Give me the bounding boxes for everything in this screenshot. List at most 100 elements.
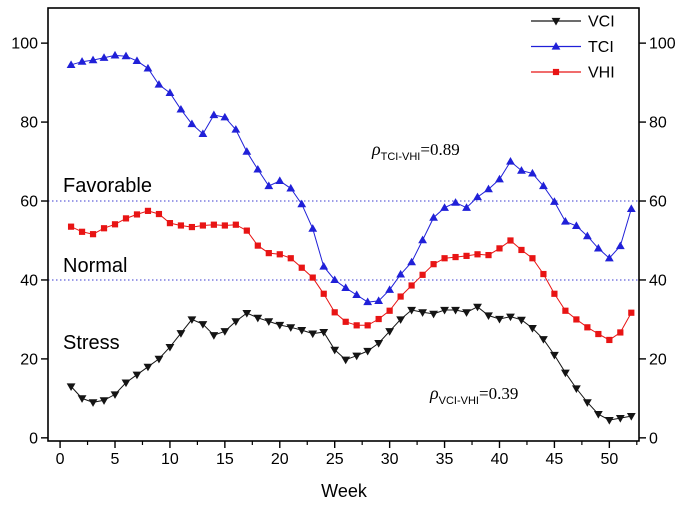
point-vci-w7 — [132, 371, 142, 380]
point-vhi-w32 — [408, 282, 415, 289]
point-vci-w38 — [473, 303, 482, 312]
point-tci-w9 — [154, 80, 164, 88]
point-vhi-w26 — [342, 318, 349, 325]
point-vci-w32 — [407, 306, 417, 315]
point-vci-w3 — [88, 399, 98, 407]
point-vhi-w50 — [606, 336, 613, 344]
x-tick-label-35: 35 — [436, 451, 454, 468]
point-tci-w41 — [506, 157, 515, 165]
point-vhi-w31 — [397, 293, 404, 300]
x-tick-label-20: 20 — [271, 451, 289, 468]
point-tci-w19 — [264, 181, 274, 190]
zone-label-stress: Stress — [63, 332, 120, 354]
y-tick-label-left-100: 100 — [11, 36, 38, 53]
point-vci-w48 — [582, 399, 592, 407]
point-vci-w51 — [615, 415, 625, 423]
point-vci-w40 — [495, 315, 504, 324]
point-tci-w33 — [418, 235, 427, 244]
point-vci-w1 — [66, 383, 76, 392]
x-tick-label-25: 25 — [326, 451, 344, 468]
point-tci-w43 — [528, 168, 537, 177]
point-vhi-w13 — [199, 222, 206, 229]
point-tci-w10 — [165, 88, 175, 96]
x-axis-title: Week — [321, 481, 368, 501]
point-tci-w25 — [330, 275, 340, 284]
series-line-tci — [70, 54, 632, 303]
point-vhi-w40 — [496, 245, 503, 252]
point-vhi-w10 — [166, 220, 174, 227]
point-vci-w12 — [187, 316, 197, 324]
point-vhi-w4 — [100, 225, 108, 232]
point-vci-w14 — [209, 332, 219, 340]
point-vci-w37 — [462, 309, 471, 317]
point-vhi-w20 — [276, 251, 283, 258]
legend-marker-tci — [551, 42, 561, 50]
point-vhi-w39 — [485, 251, 492, 259]
point-tci-w36 — [451, 198, 460, 206]
point-vhi-w5 — [111, 221, 119, 228]
point-tci-w17 — [242, 147, 252, 155]
point-vci-w18 — [253, 314, 263, 323]
x-tick-label-40: 40 — [491, 451, 509, 468]
point-vci-w42 — [517, 316, 526, 325]
point-vci-w13 — [198, 321, 208, 329]
point-vhi-w23 — [309, 274, 316, 281]
point-tci-w34 — [429, 213, 438, 221]
legend-label-tci: TCI — [588, 39, 614, 56]
point-vhi-w18 — [254, 242, 261, 249]
zone-label-favorable: Favorable — [63, 175, 152, 197]
point-tci-w21 — [286, 183, 296, 192]
point-vhi-w12 — [188, 223, 196, 231]
point-vhi-w22 — [298, 264, 305, 271]
point-vhi-w27 — [353, 322, 360, 329]
point-vci-w11 — [176, 330, 186, 338]
point-tci-w32 — [407, 257, 417, 266]
point-vhi-w21 — [287, 255, 294, 262]
point-tci-w5 — [110, 50, 120, 59]
point-vci-w30 — [385, 328, 395, 336]
point-vci-w28 — [363, 347, 373, 356]
annotation-rho-tci-vhi: ρTCI-VHI=0.89 — [371, 139, 460, 163]
point-vci-w36 — [451, 306, 460, 315]
point-tci-w18 — [253, 164, 263, 173]
point-vhi-w24 — [320, 290, 327, 297]
legend-label-vci: VCI — [588, 14, 615, 31]
point-tci-w31 — [396, 269, 406, 278]
point-vci-w24 — [319, 328, 329, 337]
y-tick-label-right-80: 80 — [649, 115, 667, 132]
point-vhi-w17 — [243, 227, 250, 234]
point-vhi-w7 — [133, 211, 141, 218]
y-tick-label-left-60: 60 — [20, 194, 38, 211]
point-vhi-w9 — [155, 210, 163, 218]
point-vci-w16 — [231, 318, 241, 326]
point-vhi-w28 — [364, 322, 371, 329]
point-vhi-w45 — [551, 290, 558, 297]
point-vhi-w36 — [452, 253, 459, 261]
point-tci-w23 — [308, 224, 318, 232]
point-vhi-w38 — [474, 251, 481, 258]
point-vci-w19 — [264, 318, 274, 326]
point-tci-w29 — [374, 296, 384, 304]
point-vhi-w41 — [507, 237, 514, 244]
point-tci-w37 — [462, 203, 471, 211]
point-tci-w46 — [560, 217, 570, 225]
point-vci-w15 — [220, 328, 230, 336]
point-tci-w13 — [198, 129, 208, 138]
point-tci-w3 — [88, 55, 98, 64]
point-vci-w45 — [550, 351, 559, 360]
point-vhi-w43 — [529, 255, 536, 262]
point-vhi-w34 — [430, 261, 437, 268]
point-vhi-w2 — [78, 228, 86, 235]
point-vhi-w46 — [562, 307, 569, 314]
point-vhi-w1 — [67, 223, 75, 230]
x-tick-label-10: 10 — [161, 451, 179, 468]
point-vci-w22 — [297, 326, 307, 335]
point-vci-w5 — [110, 391, 120, 399]
point-vci-w17 — [242, 310, 252, 318]
legend-marker-vci — [551, 17, 561, 26]
point-tci-w50 — [604, 253, 614, 262]
annotation-rho-vci-vhi: ρVCI-VHI=0.39 — [429, 383, 518, 407]
point-vci-w29 — [374, 340, 384, 348]
point-vci-w35 — [440, 306, 449, 315]
